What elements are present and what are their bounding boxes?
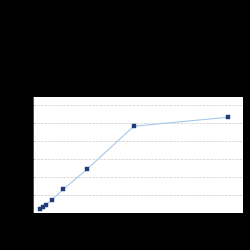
Text: Mouse VAPB: Mouse VAPB — [118, 245, 157, 250]
Y-axis label: OD: OD — [5, 150, 11, 160]
